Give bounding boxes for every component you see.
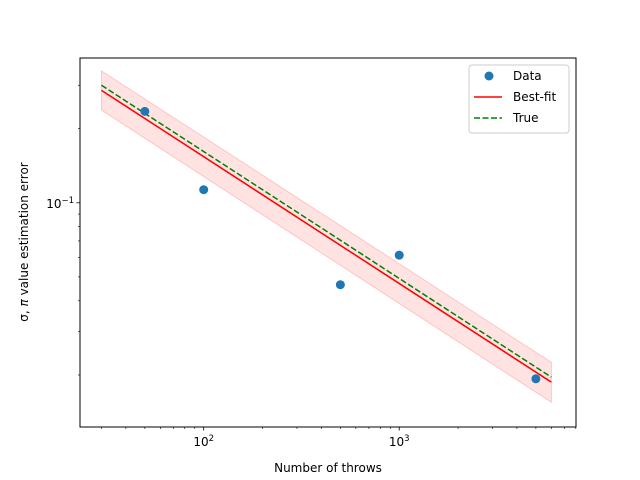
x-tick-label: 103 [389, 434, 410, 449]
legend-frame [468, 64, 570, 134]
data-point [394, 250, 404, 260]
legend-best-fit-label: Best-fit [513, 90, 556, 104]
legend: Data Best-fit True [468, 64, 570, 134]
y-axis-label: σ, π value estimation error [17, 162, 31, 322]
data-point [335, 280, 345, 290]
legend-data-label: Data [513, 69, 542, 83]
true-curve-line [101, 84, 552, 378]
x-axis-label: Number of throws [274, 461, 382, 475]
y-tick-label: 10−1 [46, 196, 74, 211]
data-point [140, 106, 150, 116]
legend-true-label: True [512, 111, 539, 125]
data-point [199, 185, 209, 195]
legend-data-marker [484, 71, 494, 81]
x-tick-label: 102 [193, 434, 214, 449]
data-point [531, 374, 541, 384]
best-fit-line [101, 89, 552, 383]
plot-frame [79, 57, 577, 428]
